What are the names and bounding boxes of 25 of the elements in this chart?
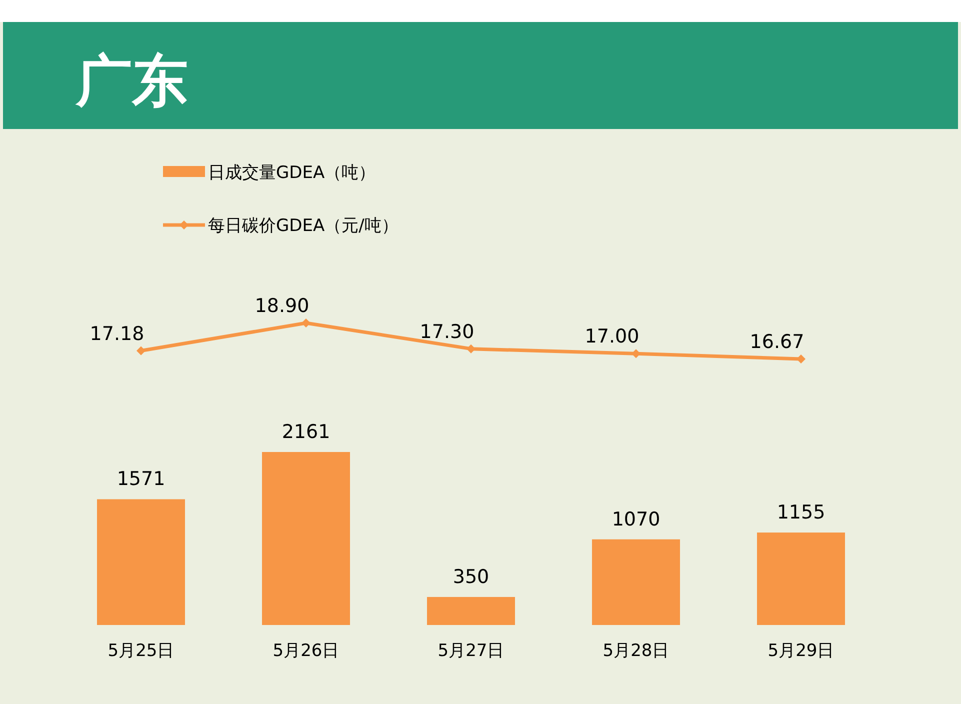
- data-label: 1155: [776, 502, 826, 524]
- x-tick-label: 5月29日: [768, 641, 834, 661]
- x-tick-label: 5月26日: [272, 641, 340, 661]
- point: [302, 318, 310, 328]
- bar: [262, 452, 350, 625]
- data-label: 17.30: [420, 320, 474, 343]
- x-tick-label: 5月25日: [108, 641, 174, 661]
- chart-title: 广东: [75, 49, 188, 114]
- bar: [97, 499, 185, 625]
- x-tick-label: 5月27日: [438, 641, 504, 661]
- legend-label: 每日碳价GDEA（元/吨）: [208, 216, 398, 236]
- x-tick-label: 5月28日: [602, 641, 670, 661]
- bar: [592, 539, 680, 625]
- data-label: 2161: [282, 421, 330, 443]
- data-label: 17.18: [90, 322, 144, 345]
- data-label: 17.00: [584, 326, 640, 348]
- data-label: 1571: [116, 468, 166, 490]
- data-label: 350: [452, 566, 490, 588]
- point: [136, 346, 146, 356]
- data-label: 1070: [612, 508, 660, 530]
- data-label: 18.90: [254, 295, 310, 317]
- data-label: 16.67: [750, 331, 804, 353]
- legend-label: 日成交量GDEA（吨）: [208, 163, 376, 183]
- bar: [427, 596, 515, 625]
- bar: [757, 532, 845, 625]
